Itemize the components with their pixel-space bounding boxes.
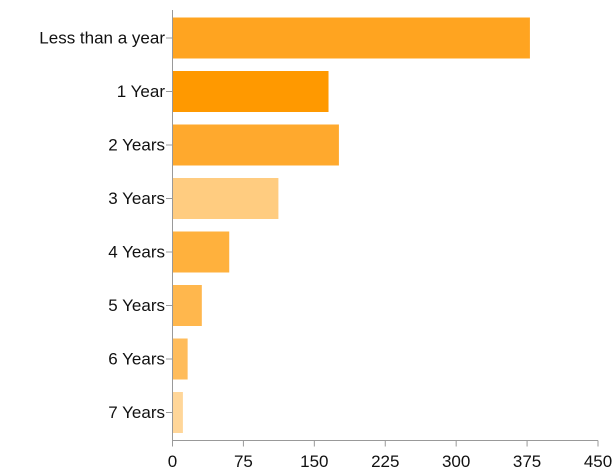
category-label-4: 4 Years xyxy=(108,243,165,262)
category-label-6: 6 Years xyxy=(108,350,165,369)
x-tick-label-3: 225 xyxy=(371,452,399,471)
bar-6 xyxy=(173,338,188,380)
category-label-0: Less than a year xyxy=(39,29,165,48)
category-label-3: 3 Years xyxy=(108,189,165,208)
category-label-1: 1 Year xyxy=(117,82,166,101)
bar-1 xyxy=(173,71,329,112)
category-label-5: 5 Years xyxy=(108,296,165,315)
bar-2 xyxy=(173,124,339,166)
bars xyxy=(173,17,530,433)
bar-3 xyxy=(173,178,279,219)
x-tick-label-5: 375 xyxy=(513,452,541,471)
bar-4 xyxy=(173,231,230,273)
x-tick-label-6: 450 xyxy=(584,452,612,471)
category-label-7: 7 Years xyxy=(108,403,165,422)
x-tick-label-4: 300 xyxy=(442,452,470,471)
x-tick-label-1: 75 xyxy=(234,452,253,471)
bar-5 xyxy=(173,285,202,326)
x-tick-label-0: 0 xyxy=(168,452,177,471)
bar-0 xyxy=(173,17,530,59)
x-tick-label-2: 150 xyxy=(300,452,328,471)
x-axis-ticks: 0 75 150 225 300 375 450 xyxy=(168,440,612,471)
bar-7 xyxy=(173,392,183,433)
category-label-2: 2 Years xyxy=(108,136,165,155)
category-labels: Less than a year 1 Year 2 Years 3 Years 4 Ye… xyxy=(39,29,173,422)
